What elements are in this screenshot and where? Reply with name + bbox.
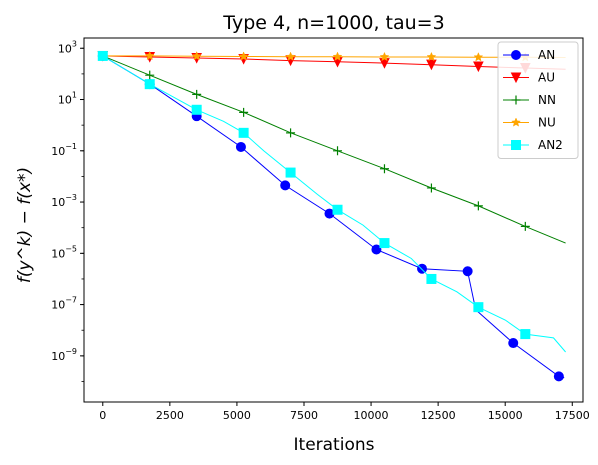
x-tick-label: 0 bbox=[99, 409, 106, 422]
series-au bbox=[97, 50, 566, 74]
legend-marker bbox=[510, 72, 522, 84]
legend-label: NU bbox=[538, 116, 556, 130]
data-point-an2 bbox=[520, 329, 531, 340]
x-axis-label: Iterations bbox=[294, 435, 375, 455]
data-point-an2 bbox=[473, 302, 484, 313]
data-point-an2 bbox=[238, 127, 249, 138]
data-point-an2 bbox=[426, 273, 437, 284]
data-point-nu bbox=[473, 52, 484, 62]
data-point-an2 bbox=[379, 238, 390, 249]
chart-title: Type 4, n=1000, tau=3 bbox=[222, 12, 444, 34]
legend-item-an: AN bbox=[503, 48, 555, 62]
y-tick-label: 10−1 bbox=[51, 142, 77, 158]
series-an2 bbox=[97, 50, 566, 353]
legend-marker bbox=[511, 50, 521, 60]
series-an bbox=[97, 50, 565, 382]
legend-item-nn: NN bbox=[503, 93, 556, 107]
data-point-an2 bbox=[285, 167, 296, 178]
data-point-nu bbox=[379, 51, 390, 62]
plot-frame bbox=[83, 37, 584, 403]
legend: AN AU NN NU AN2 bbox=[497, 41, 579, 159]
data-point-an bbox=[235, 141, 246, 152]
legend-label: AN2 bbox=[538, 138, 563, 152]
data-point-nn bbox=[379, 164, 389, 174]
y-tick-label: 10−7 bbox=[51, 296, 77, 312]
series-line-an2 bbox=[102, 55, 566, 353]
data-point-nn bbox=[333, 146, 343, 156]
data-point-nn bbox=[520, 221, 530, 231]
data-point-nu bbox=[144, 50, 155, 61]
series-layer bbox=[97, 50, 566, 382]
data-point-nu bbox=[332, 51, 343, 61]
x-tick-label: 7500 bbox=[290, 409, 318, 422]
y-axis-label: f(y^k) − f(x*) bbox=[15, 167, 35, 283]
x-tick-label: 15000 bbox=[488, 409, 523, 422]
data-point-nu bbox=[238, 51, 249, 61]
data-point-nu bbox=[191, 51, 202, 61]
y-tick-label: 10−5 bbox=[51, 244, 77, 260]
x-tick-label: 10000 bbox=[354, 409, 389, 422]
data-point-nn bbox=[192, 89, 202, 99]
data-point-nu bbox=[426, 51, 437, 62]
y-tick-label: 10−3 bbox=[51, 193, 77, 209]
data-point-an bbox=[553, 371, 564, 382]
y-tick-label: 10−9 bbox=[51, 347, 77, 363]
data-point-an2 bbox=[191, 104, 202, 115]
x-tick-label: 5000 bbox=[223, 409, 251, 422]
legend-label: AU bbox=[538, 71, 555, 85]
legend-label: AN bbox=[538, 48, 555, 62]
legend-marker bbox=[511, 95, 521, 105]
legend-item-au: AU bbox=[503, 71, 555, 85]
data-point-an2 bbox=[144, 79, 155, 90]
data-point-an bbox=[280, 180, 291, 191]
legend-marker bbox=[511, 140, 521, 150]
y-tick-label: 103 bbox=[58, 39, 77, 55]
data-point-an bbox=[371, 244, 382, 255]
data-point-au bbox=[473, 61, 484, 73]
data-point-an2 bbox=[97, 50, 108, 61]
legend-item-nu: NU bbox=[503, 116, 556, 130]
x-tick-label: 17500 bbox=[555, 409, 590, 422]
series-line-an bbox=[102, 55, 565, 379]
legend-marker bbox=[511, 117, 521, 127]
legend-box bbox=[497, 41, 579, 159]
data-point-nn bbox=[473, 201, 483, 211]
data-point-au bbox=[426, 59, 437, 71]
data-point-nn bbox=[145, 70, 155, 80]
data-point-nn bbox=[239, 107, 249, 117]
data-point-an2 bbox=[332, 204, 343, 215]
series-nu bbox=[97, 50, 566, 62]
legend-label: NN bbox=[538, 93, 556, 107]
data-point-nn bbox=[286, 128, 296, 138]
data-point-an bbox=[462, 266, 473, 277]
x-tick-label: 12500 bbox=[421, 409, 456, 422]
y-tick-label: 101 bbox=[58, 91, 77, 107]
legend-item-an2: AN2 bbox=[503, 138, 563, 152]
data-point-nn bbox=[426, 183, 436, 193]
data-point-an bbox=[508, 338, 519, 349]
data-point-nu bbox=[285, 51, 296, 61]
x-tick-label: 2500 bbox=[156, 409, 184, 422]
